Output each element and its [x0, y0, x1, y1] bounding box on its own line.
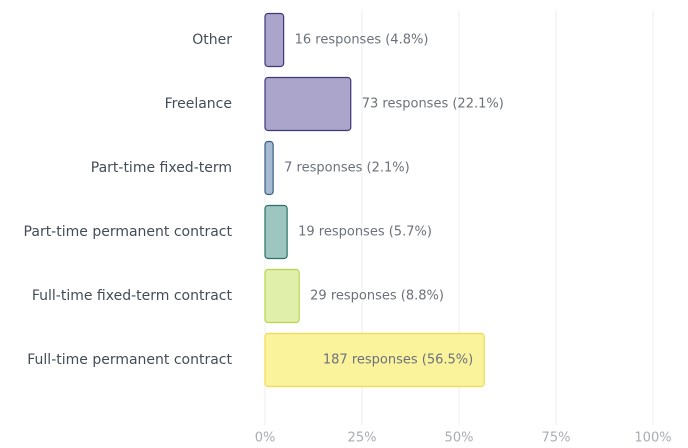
bar: [264, 140, 274, 196]
value-label: 16 responses (4.8%): [295, 33, 429, 48]
x-tick-label: 50%: [445, 431, 474, 446]
bar: [264, 12, 285, 68]
bar: [264, 76, 352, 132]
category-label: Part-time permanent contract: [24, 224, 233, 240]
x-tick-label: 75%: [542, 431, 571, 446]
bar: [264, 204, 288, 260]
category-label: Freelance: [165, 96, 232, 112]
value-label: 29 responses (8.8%): [310, 289, 444, 304]
category-label: Full-time permanent contract: [27, 352, 232, 368]
value-label: 73 responses (22.1%): [362, 97, 504, 112]
bar: [264, 268, 300, 324]
x-tick-label: 0%: [255, 431, 276, 446]
x-tick-label: 25%: [348, 431, 377, 446]
category-label: Part-time fixed-term: [91, 160, 232, 176]
category-label: Other: [192, 32, 232, 48]
value-label: 7 responses (2.1%): [284, 161, 410, 176]
value-label: 187 responses (56.5%): [323, 353, 473, 368]
category-label: Full-time fixed-term contract: [32, 288, 233, 304]
value-label: 19 responses (5.7%): [298, 225, 432, 240]
bar: [264, 332, 485, 388]
x-tick-label: 100%: [634, 431, 671, 446]
